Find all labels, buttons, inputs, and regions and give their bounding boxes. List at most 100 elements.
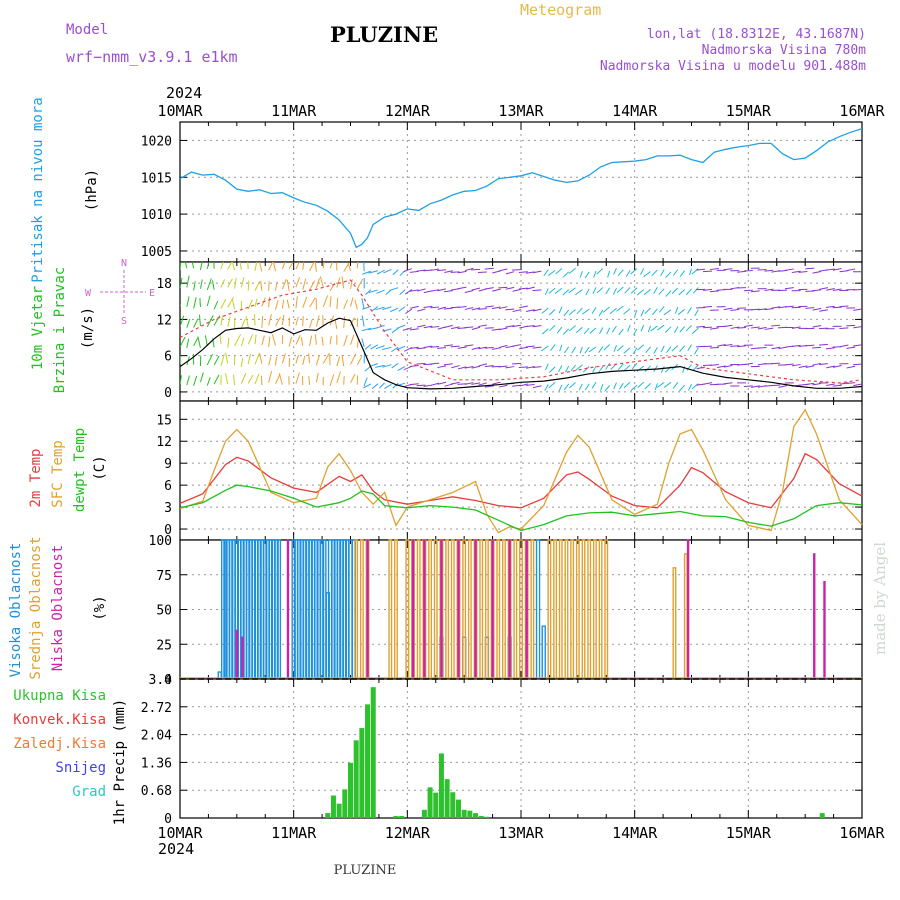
wind-arrow: [717, 365, 726, 369]
y-tick-label: 9: [164, 457, 172, 472]
wind-arrow: [219, 333, 222, 345]
wind-arrow: [227, 278, 233, 288]
wind-arrow: [224, 373, 229, 385]
wind-arrow: [548, 309, 556, 316]
temp-line-2m-temp: [179, 452, 863, 509]
wind-arrow: [613, 267, 617, 275]
wind-arrow: [709, 364, 719, 367]
y-tick-label: 18: [156, 277, 172, 292]
wind-arrow: [512, 324, 522, 328]
wind-arrow: [443, 363, 453, 366]
wind-arrow: [423, 325, 433, 329]
wind-arrow: [596, 287, 604, 294]
wind-arrow: [498, 365, 508, 368]
wind-arrow: [309, 262, 315, 272]
wind-arrow: [585, 288, 590, 296]
wind-arrow: [247, 334, 254, 345]
y-tick-label: 0.68: [141, 784, 172, 799]
wind-arrow: [812, 307, 822, 311]
wind-arrow: [593, 270, 597, 278]
wind-arrow: [281, 353, 286, 364]
wind-arrow: [647, 325, 652, 333]
wind-arrow: [592, 365, 597, 373]
wind-arrow: [309, 297, 316, 308]
wind-arrow: [309, 319, 313, 329]
wind-arrow: [402, 327, 413, 331]
panel-frame: [179, 678, 863, 819]
wind-arrow: [658, 288, 665, 295]
wind-arrow: [568, 382, 576, 389]
wind-arrow: [199, 262, 203, 271]
wind-arrow: [812, 325, 822, 328]
wind-arrow: [231, 298, 236, 310]
wind-arrow: [549, 366, 556, 373]
precip-bar: [484, 816, 490, 818]
wind-arrow: [423, 345, 433, 349]
wind-arrow: [247, 262, 249, 269]
wind-arrow: [665, 290, 672, 297]
wind-arrow: [247, 374, 254, 384]
wind-arrow: [254, 280, 261, 291]
wind-arrow: [378, 382, 385, 389]
wind-arrow: [484, 347, 494, 349]
wind-arrow: [186, 296, 190, 307]
wind-arrow: [518, 366, 528, 369]
wind-arrow: [334, 319, 338, 329]
wind-arrow: [302, 355, 306, 366]
wind-arrow: [623, 364, 631, 372]
wind-arrow: [206, 295, 211, 307]
wind-arrow: [846, 382, 856, 384]
wind-arrow: [525, 271, 535, 274]
temp-ylabel-sfc: SFC Temp: [50, 440, 66, 507]
wind-arrow: [519, 305, 528, 309]
wind-arrow: [750, 308, 760, 311]
wind-arrow: [825, 383, 835, 386]
wind-arrow: [679, 345, 686, 352]
pressure-panel: 1005 1010 1015 1020: [141, 121, 863, 263]
wind-arrow: [691, 268, 699, 275]
wind-arrow: [322, 352, 330, 364]
precip-bar: [399, 815, 405, 818]
wind-arrow: [186, 318, 191, 328]
wind-arrow: [723, 364, 733, 368]
wind-arrow: [548, 269, 556, 276]
y-tick-label: 1010: [141, 208, 172, 223]
wind-arrow: [658, 306, 665, 313]
wind-arrow: [582, 366, 590, 373]
wind-arrow: [832, 306, 842, 309]
wind-arrow: [630, 287, 638, 294]
wind-arrow: [233, 374, 236, 386]
compass-s: S: [121, 316, 127, 327]
wind-arrow: [771, 324, 781, 327]
wind-arrow: [512, 288, 522, 292]
wind-arrow: [618, 382, 624, 390]
wind-arrow: [437, 347, 447, 349]
wind-arrow: [630, 268, 638, 275]
wind-arrow: [634, 309, 638, 317]
precip-bar: [467, 810, 473, 818]
wind-arrow: [430, 345, 440, 348]
wind-arrow: [559, 344, 563, 352]
wind-arrow: [234, 277, 237, 289]
precip-bar: [393, 815, 399, 818]
wind-arrow: [350, 279, 353, 289]
wind-arrow: [383, 268, 392, 274]
low-cloud-bar: [241, 636, 244, 680]
wind-arrow: [329, 262, 334, 269]
wind-arrow: [562, 328, 570, 335]
wind-arrow: [409, 383, 419, 386]
wind-arrow: [268, 336, 271, 348]
low-cloud-bar: [411, 539, 415, 680]
wind-arrow: [392, 269, 399, 276]
wind-arrow: [570, 364, 576, 372]
wind-arrow: [532, 385, 542, 389]
wind-arrow: [743, 385, 753, 388]
watermark: made by Angel: [871, 542, 889, 655]
wind-arrow: [336, 297, 339, 310]
cloud-ylabel-high: Visoka Oblacnost: [8, 543, 24, 678]
wind-arrow: [607, 270, 611, 278]
x-tick-label-top: 10MAR: [157, 102, 203, 120]
wind-arrow: [206, 262, 210, 269]
temperature-panel: 0 3 6 9 12 15: [156, 400, 863, 541]
wind-arrow: [685, 288, 692, 296]
